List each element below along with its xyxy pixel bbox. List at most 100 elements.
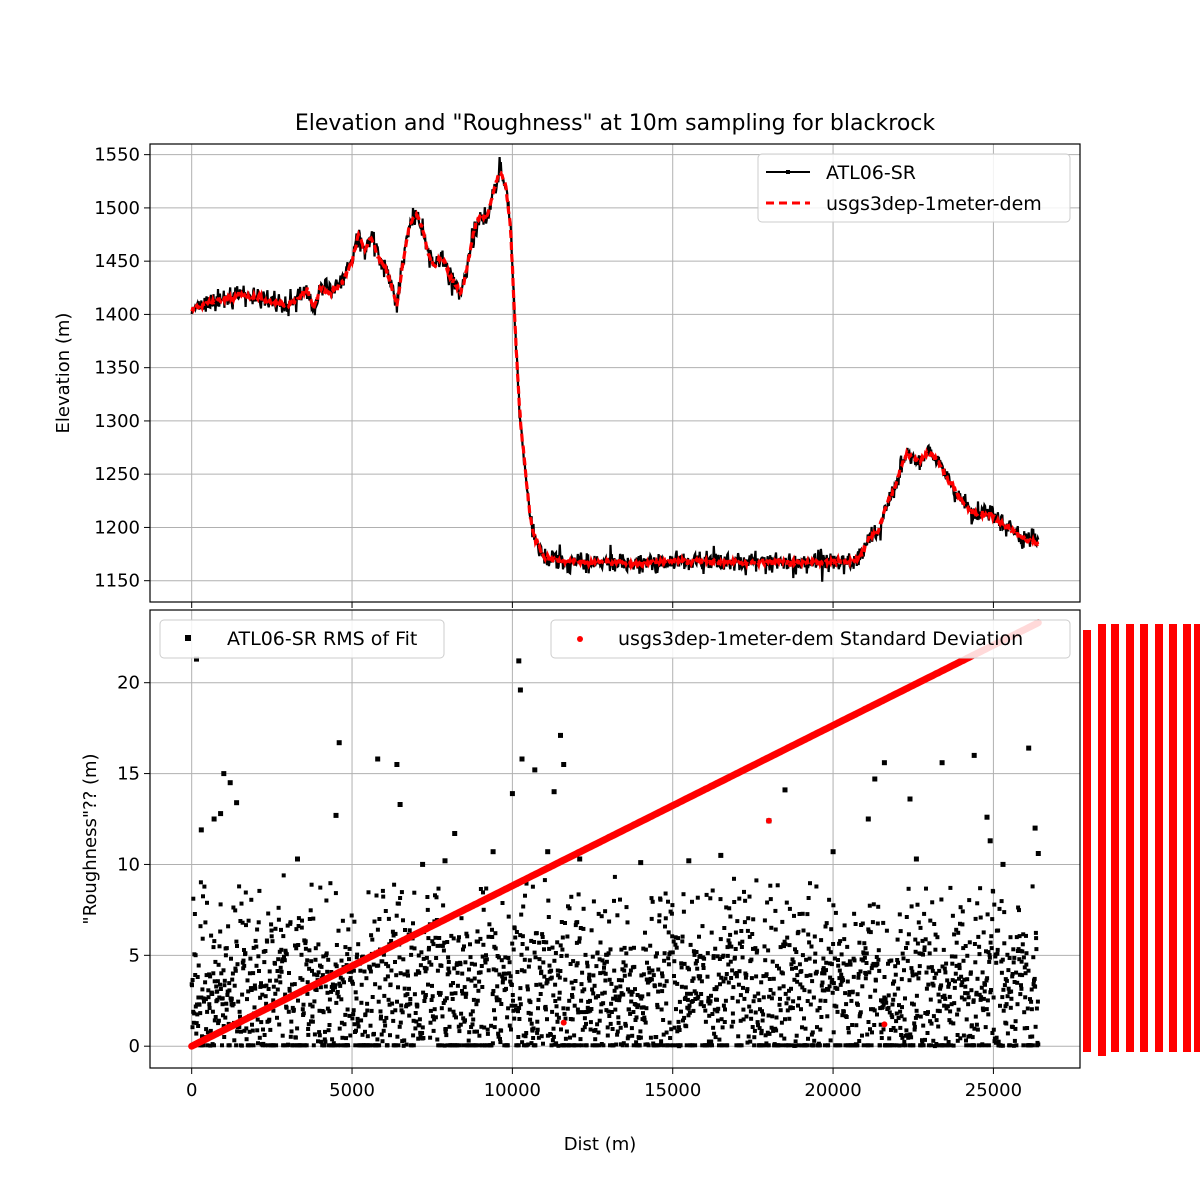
- rms-point: [638, 860, 644, 866]
- rms-point: [880, 999, 885, 1004]
- dem-std-point: [881, 1021, 888, 1028]
- rms-point: [719, 1017, 724, 1022]
- rms-point: [876, 957, 881, 962]
- rms-point: [393, 1008, 398, 1013]
- rms-point: [468, 1012, 473, 1017]
- rms-point: [890, 1015, 895, 1020]
- rms-point: [734, 1043, 739, 1048]
- rms-point: [355, 1016, 360, 1021]
- rms-point: [463, 994, 468, 999]
- rms-point: [377, 985, 382, 990]
- rms-point: [812, 1038, 817, 1043]
- rms-point: [644, 977, 649, 982]
- rms-point: [534, 931, 539, 936]
- rms-point: [748, 1039, 753, 1044]
- rms-point: [533, 1043, 538, 1048]
- rms-point: [202, 884, 207, 889]
- rms-point: [348, 1033, 353, 1038]
- rms-point: [995, 947, 1000, 952]
- rms-point: [450, 997, 455, 1001]
- rms-point: [784, 900, 789, 905]
- rms-point: [203, 920, 208, 925]
- rms-point: [232, 1038, 237, 1043]
- rms-point: [729, 944, 734, 949]
- rms-point: [381, 1028, 386, 1033]
- rms-point: [292, 982, 297, 987]
- rms-point: [465, 934, 470, 939]
- rms-point: [602, 990, 607, 995]
- rms-point: [773, 908, 778, 913]
- rms-point: [839, 952, 844, 957]
- rms-point: [915, 902, 920, 907]
- rms-point: [869, 1043, 874, 1048]
- rms-point: [710, 888, 715, 893]
- rms-point: [639, 973, 644, 978]
- rms-point: [234, 1043, 239, 1048]
- rms-point: [819, 1015, 824, 1019]
- rms-point: [436, 886, 441, 891]
- rms-point: [505, 1015, 510, 1020]
- rms-point: [613, 994, 618, 999]
- dem-std-overflow-bar: [1169, 624, 1177, 1052]
- rms-point: [498, 1037, 502, 1041]
- rms-point: [904, 915, 909, 919]
- rms-point: [822, 988, 827, 993]
- rms-point: [701, 963, 706, 967]
- rms-point: [922, 945, 927, 950]
- rms-point: [324, 898, 329, 903]
- rms-point: [769, 925, 774, 930]
- rms-point: [303, 946, 308, 951]
- rms-point: [520, 942, 525, 946]
- rms-point: [218, 929, 223, 934]
- rms-point: [826, 987, 831, 992]
- rms-point: [240, 920, 245, 925]
- rms-point: [469, 961, 474, 966]
- rms-point: [451, 1009, 456, 1014]
- rms-point: [1012, 1038, 1017, 1043]
- rms-point: [721, 953, 726, 958]
- rms-point: [630, 1033, 635, 1038]
- rms-point: [857, 1014, 862, 1019]
- rms-point: [641, 1005, 646, 1010]
- rms-point: [763, 958, 768, 963]
- rms-point: [287, 988, 292, 993]
- rms-point: [917, 964, 922, 969]
- rms-point: [583, 952, 588, 957]
- rms-point: [192, 912, 197, 916]
- rms-point: [797, 912, 802, 916]
- rms-point: [276, 905, 281, 910]
- rms-point: [609, 1001, 614, 1006]
- rms-point: [439, 963, 444, 968]
- rms-point: [1011, 947, 1016, 952]
- rms-point: [477, 1043, 482, 1048]
- rms-point: [662, 958, 667, 963]
- rms-point: [958, 905, 963, 910]
- rms-point: [739, 929, 744, 933]
- rms-point: [481, 907, 486, 912]
- rms-point: [331, 987, 335, 992]
- rms-point: [552, 958, 557, 963]
- rms-point: [924, 986, 929, 991]
- rms-point: [827, 984, 832, 989]
- rms-point: [948, 1009, 953, 1014]
- rms-point: [666, 930, 671, 935]
- rms-point: [385, 974, 390, 979]
- rms-point: [481, 942, 486, 947]
- rms-point: [866, 1020, 871, 1024]
- rms-point: [606, 951, 611, 956]
- rms-point: [451, 981, 455, 985]
- rms-point: [608, 1021, 613, 1026]
- rms-point: [897, 912, 902, 917]
- rms-point: [614, 1042, 619, 1047]
- rms-point: [205, 1043, 210, 1048]
- rms-point: [379, 1032, 384, 1037]
- rms-point: [462, 944, 466, 949]
- rms-point: [887, 1010, 892, 1015]
- rms-point: [986, 950, 991, 955]
- rms-point: [346, 1043, 350, 1048]
- rms-point: [239, 1043, 244, 1048]
- rms-point: [940, 964, 945, 969]
- rms-point: [868, 1027, 872, 1032]
- rms-point: [1022, 965, 1027, 970]
- rms-point: [862, 951, 866, 956]
